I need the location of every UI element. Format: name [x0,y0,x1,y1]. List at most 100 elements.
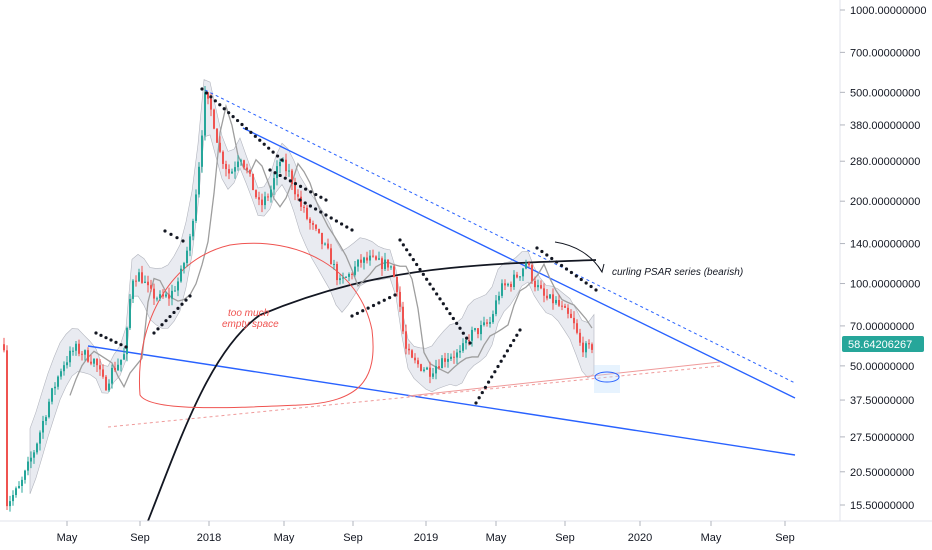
psar-dot [398,238,402,242]
price-tick-label: 37.50000000 [850,395,914,407]
candle-body [96,358,98,366]
candle-body [153,288,155,299]
psar-dot [428,282,432,286]
candle-body [330,248,332,265]
candle-body [300,196,302,207]
time-tick-label: May [57,532,78,544]
psar-dot [253,134,257,138]
candle-body [495,300,497,315]
candle-body [363,257,365,263]
candle-body [549,294,551,299]
target-zone [594,365,620,393]
candle-body [210,98,212,110]
candle-body [30,457,32,462]
candle-body [60,371,62,377]
psar-dot [518,328,522,332]
psar-dot [545,253,549,257]
psar-dot [278,173,282,178]
psar-dot [401,243,405,247]
candle-body [489,322,491,324]
candle-body [258,197,260,200]
candle-body [528,263,530,266]
psar-dot [550,256,554,261]
candle-body [72,350,74,352]
candle-body [81,353,83,355]
psar-dot [515,333,519,337]
candle-body [246,167,248,170]
psar-dot [461,331,465,335]
psar-dot [273,171,277,175]
candle-body [216,128,218,143]
candle-body [135,280,137,282]
candle-body [405,331,407,349]
psar-dot [505,349,510,353]
time-tick-label: Sep [343,532,363,544]
candle-body [6,350,8,507]
psar-dot [271,150,275,154]
candle-body [192,220,194,237]
psar-dot [156,327,160,331]
psar-dot [283,176,287,180]
time-axis[interactable]: May Sep 2018 May Sep 2019 May Sep 2020 May Sep [57,521,795,544]
candle-body [78,343,80,354]
psar-dot [152,331,156,335]
candle-body [87,350,89,362]
candle-body [24,470,26,480]
candle-body [285,159,287,172]
candle-body [342,277,344,279]
candle-body [537,285,539,288]
psar-dot [508,344,513,348]
candle-body [375,256,377,260]
candle-body [426,367,428,370]
candle-body [306,207,308,219]
candle-body [309,218,311,223]
candle-body [507,283,509,286]
candle-body [171,290,173,299]
curl-arrow-head [597,263,605,274]
psar-dot [288,179,292,183]
price-axis[interactable]: 1000.00000000 700.00000000 500.00000000 380… [840,5,926,512]
psar-dot [559,263,564,268]
annotation-empty-space: empty space [222,319,279,330]
candle-body [321,232,323,245]
annotation-labels: too much empty space curling PSAR series… [222,267,743,330]
candle-body [438,366,440,369]
psar-dot [209,95,213,99]
psar-dot [309,190,313,194]
candle-body [498,295,500,301]
candle-body [303,206,305,208]
psar-dot [94,331,98,335]
candle-body [444,358,446,362]
time-tick-label: Sep [555,532,575,544]
candle-body [159,294,161,299]
psar-dot [308,204,312,208]
psar-dot [540,249,544,254]
candle-body [453,356,455,358]
psar-dot [574,274,578,278]
red-dotted-support [107,365,721,428]
psar-dot [334,219,338,223]
mid-moving-average [69,103,593,396]
candle-body [384,259,386,270]
psar-dot [388,296,392,300]
price-tick-label: 15.50000000 [850,500,914,512]
candle-body [456,352,458,358]
price-tick-label: 280.00000000 [850,156,920,168]
psar-dot [393,293,397,297]
time-tick-label: Sep [130,532,150,544]
candle-body [249,169,251,174]
psar-dot [418,267,422,272]
psar-dot [213,99,217,103]
time-tick-label: 2020 [628,532,652,544]
psar-dot [240,122,244,127]
candle-body [207,92,209,99]
candle-body [189,236,191,251]
psar-dot [569,270,574,275]
psar-dot [164,319,168,323]
candle-body [423,369,425,371]
candle-body [459,350,461,353]
psar-dot [319,195,323,199]
candle-body [531,265,533,281]
psar-dot [512,338,516,343]
